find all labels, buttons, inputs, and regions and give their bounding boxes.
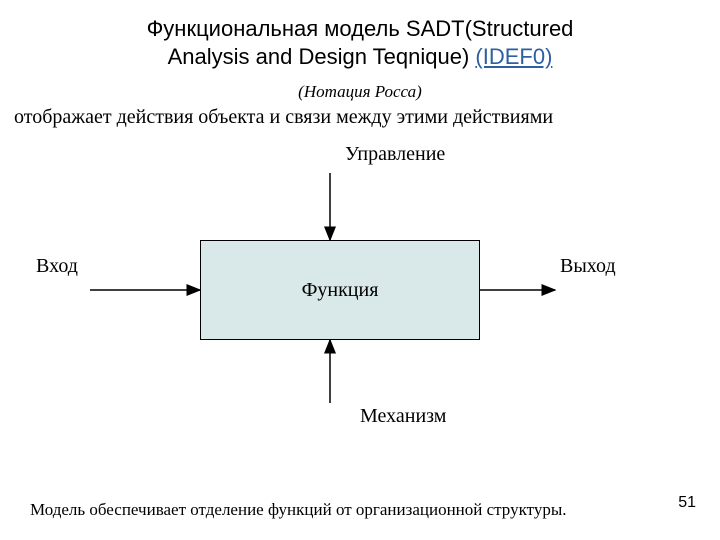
page-number: 51 [678,494,696,512]
title-block: Функциональная модель SADT(Structured An… [0,0,720,70]
title-paren1: (Structured [465,16,574,41]
function-box: Функция [200,240,480,340]
label-right: Выход [560,255,616,278]
sadt-diagram: Функция Управление Вход Выход Механизм [0,135,720,445]
label-bottom: Механизм [360,405,446,428]
notation-text: (Нотация Росса) [0,82,720,102]
label-left: Вход [36,255,78,278]
title-idef: (IDEF0) [475,44,552,69]
title-sub: Analysis and Design Teqnique) [168,44,476,69]
label-top: Управление [345,143,445,166]
title-line-2: Analysis and Design Teqnique) (IDEF0) [0,44,720,70]
title-line-1: Функциональная модель SADT(Structured [0,16,720,42]
footer-text: Модель обеспечивает отделение функций от… [30,500,660,520]
function-label: Функция [302,279,379,302]
title-main: Функциональная модель SADT [147,16,465,41]
description-text: отображает действия объекта и связи межд… [0,106,720,129]
